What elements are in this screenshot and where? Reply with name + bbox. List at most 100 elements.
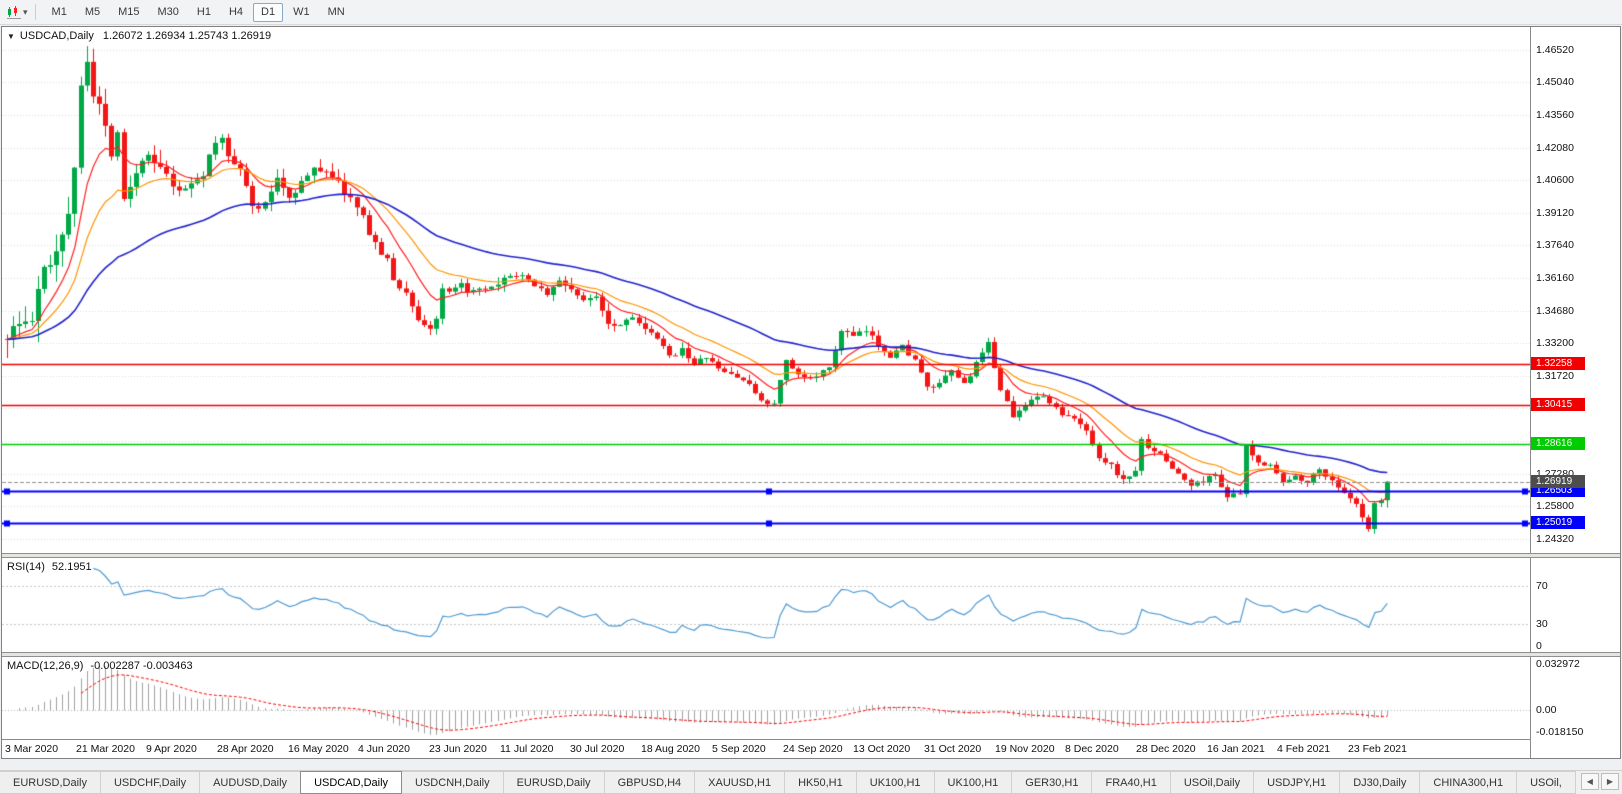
tab-uk100-h1[interactable]: UK100,H1	[933, 771, 1013, 794]
rsi-axis-tick: 70	[1536, 580, 1548, 593]
timeframe-m1[interactable]: M1	[51, 5, 67, 18]
timeframe-m30[interactable]: M30	[157, 5, 179, 18]
tab-usdjpy-h1[interactable]: USDJPY,H1	[1253, 771, 1341, 794]
price-axis-tick: 1.45040	[1536, 76, 1574, 88]
tabs-scroll-left-icon[interactable]: ◀	[1580, 773, 1599, 790]
tab-fra40-h1[interactable]: FRA40,H1	[1091, 771, 1171, 794]
chart-tabs: EURUSD,Daily USDCHF,Daily AUDUSD,Daily USDC…	[0, 771, 1576, 794]
time-axis-label: 16 May 2020	[288, 743, 349, 755]
time-axis-label: 16 Jan 2021	[1207, 743, 1265, 755]
price-axis-tick: 1.24320	[1536, 533, 1574, 545]
time-axis-label: 28 Apr 2020	[217, 743, 274, 755]
time-axis-label: 31 Oct 2020	[924, 743, 982, 755]
quote-panel-toggle-icon[interactable]: ▼	[7, 32, 15, 41]
time-axis-label: 18 Aug 2020	[641, 743, 700, 755]
time-axis-label: 21 Mar 2020	[76, 743, 135, 755]
candlestick-chart-glyph	[7, 5, 21, 19]
timeframe-h1[interactable]: H1	[196, 5, 211, 18]
time-axis-label: 3 Mar 2020	[5, 743, 59, 755]
tab-usdcnh-daily[interactable]: USDCNH,Daily	[401, 771, 504, 794]
tab-eurusd-daily[interactable]: EURUSD,Daily	[502, 771, 605, 794]
time-axis-label: 30 Jul 2020	[570, 743, 625, 755]
time-axis-label: 8 Dec 2020	[1065, 743, 1119, 755]
panel-splitter[interactable]	[2, 652, 1620, 657]
chart-type-icon[interactable]	[6, 5, 22, 20]
time-axis-label: 11 Jul 2020	[500, 743, 554, 755]
macd-axis-tick: 0.032972	[1536, 658, 1580, 670]
time-axis: 3 Mar 2020 21 Mar 2020 9 Apr 2020 28 Apr 20…	[2, 739, 1530, 758]
tab-usdchf-daily[interactable]: USDCHF,Daily	[99, 771, 201, 794]
time-axis-label: 23 Jun 2020	[429, 743, 487, 755]
price-axis-tick: 1.25800	[1536, 500, 1574, 512]
timeframe-w1[interactable]: W1	[293, 5, 310, 18]
price-axis-tick: 1.39120	[1536, 207, 1574, 219]
price-level-badge: 1.25019	[1531, 516, 1585, 529]
rsi-header: RSI(14) 52.1951	[7, 561, 92, 573]
macd-axis-tick: -0.018150	[1536, 726, 1584, 738]
tab-uk100-h1[interactable]: UK100,H1	[855, 771, 935, 794]
tab-ger30-h1[interactable]: GER30,H1	[1011, 771, 1093, 794]
price-axis-tick: 1.31720	[1536, 370, 1574, 382]
price-chart-canvas[interactable]	[2, 27, 1530, 553]
chart-type-dropdown-caret-icon[interactable]: ▾	[23, 6, 28, 17]
rsi-indicator-canvas[interactable]	[2, 558, 1530, 652]
time-axis-label: 19 Nov 2020	[995, 743, 1055, 755]
timeframe-mn[interactable]: MN	[327, 5, 345, 18]
macd-label: MACD(12,26,9)	[7, 660, 84, 672]
tab-audusd-daily[interactable]: AUDUSD,Daily	[199, 771, 302, 794]
price-level-badge: 1.32258	[1531, 357, 1585, 370]
tabs-scroll-right-icon[interactable]: ▶	[1600, 773, 1619, 790]
time-axis-label: 4 Jun 2020	[358, 743, 410, 755]
time-axis-label: 13 Oct 2020	[853, 743, 911, 755]
tab-eurusd-daily[interactable]: EURUSD,Daily	[0, 771, 101, 794]
timeframe-d1[interactable]: D1	[253, 2, 284, 22]
time-axis-label: 23 Feb 2021	[1348, 743, 1407, 755]
time-axis-label: 5 Sep 2020	[712, 743, 766, 755]
chart-ohlc-values: 1.26072 1.26934 1.25743 1.26919	[102, 30, 272, 42]
price-axis-tick: 1.42080	[1536, 142, 1574, 154]
price-axis-tick: 1.36160	[1536, 272, 1574, 284]
macd-header: MACD(12,26,9) -0.002287 -0.003463	[7, 660, 193, 672]
macd-values: -0.002287 -0.003463	[90, 660, 193, 672]
price-axis-tick: 1.40600	[1536, 174, 1574, 186]
tab-dj30-daily[interactable]: DJ30,Daily	[1339, 771, 1421, 794]
chart-area: ▼ USDCAD,Daily 1.26072 1.26934 1.25743 1.2…	[1, 26, 1621, 759]
price-level-badge: 1.30415	[1531, 398, 1585, 411]
rsi-axis-tick: 0	[1536, 640, 1542, 652]
price-level-badge: 1.28616	[1531, 437, 1585, 450]
timeframe-m15[interactable]: M15	[118, 5, 140, 18]
rsi-value: 52.1951	[51, 561, 92, 573]
tab-usoil-[interactable]: USOil,	[1516, 771, 1576, 794]
timeframe-m5[interactable]: M5	[84, 5, 101, 18]
tab-usoil-daily[interactable]: USOil,Daily	[1169, 771, 1255, 794]
tab-hk50-h1[interactable]: HK50,H1	[784, 771, 857, 794]
chart-tab-bar: EURUSD,Daily USDCHF,Daily AUDUSD,Daily USDC…	[0, 770, 1622, 794]
timeframe-h4[interactable]: H4	[228, 5, 244, 18]
price-axis-tick: 1.46520	[1536, 44, 1574, 56]
macd-axis-tick: 0.00	[1536, 703, 1557, 716]
chart-symbol-period: USDCAD,Daily	[19, 30, 94, 42]
panel-splitter[interactable]	[2, 553, 1620, 558]
price-axis-tick: 1.33200	[1536, 337, 1574, 349]
time-axis-label: 28 Dec 2020	[1136, 743, 1196, 755]
toolbar-separator	[34, 4, 36, 20]
price-axis: 1.46520 1.45040 1.43560 1.42080 1.40600 1.391…	[1530, 27, 1620, 758]
tab-xauusd-h1[interactable]: XAUUSD,H1	[694, 771, 786, 794]
current-price-badge: 1.26919	[1531, 475, 1585, 488]
tab-china300-h1[interactable]: CHINA300,H1	[1419, 771, 1518, 794]
time-axis-label: 9 Apr 2020	[146, 743, 197, 755]
rsi-axis-tick: 30	[1536, 617, 1548, 630]
price-axis-tick: 1.43560	[1536, 109, 1574, 121]
tab-gbpusd-h4[interactable]: GBPUSD,H4	[603, 771, 696, 794]
time-axis-label: 4 Feb 2021	[1277, 743, 1331, 755]
tab-usdcad-daily[interactable]: USDCAD,Daily	[300, 771, 403, 794]
tab-scroll-buttons: ◀ ▶	[1579, 773, 1619, 790]
rsi-label: RSI(14)	[7, 561, 45, 573]
price-axis-tick: 1.37640	[1536, 239, 1574, 251]
macd-indicator-canvas[interactable]	[2, 657, 1530, 739]
price-axis-tick: 1.34680	[1536, 305, 1574, 317]
timeframe-buttons: M1 M5 M15 M30 H1 H4 D1 W1 MN	[43, 2, 354, 22]
time-axis-label: 24 Sep 2020	[783, 743, 843, 755]
top-toolbar: ▾ M1 M5 M15 M30 H1 H4 D1 W1 MN	[0, 0, 1622, 25]
